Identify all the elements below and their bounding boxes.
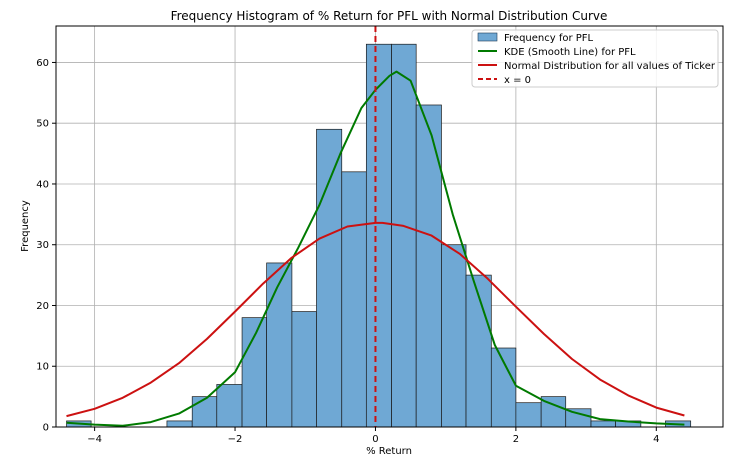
legend-vline-label: x = 0 xyxy=(504,75,531,86)
legend-frame xyxy=(471,29,719,88)
histogram-bar xyxy=(590,420,616,428)
histogram-bars xyxy=(66,43,692,428)
curves xyxy=(66,26,685,427)
legend: Frequency for PFL KDE (Smooth Line) for … xyxy=(471,29,719,88)
x-tick-label: −4 xyxy=(87,434,102,445)
y-tick-label: 10 xyxy=(36,362,49,373)
histogram-bar xyxy=(216,384,243,428)
legend-histogram-swatch xyxy=(477,32,498,42)
x-tick-label: −2 xyxy=(228,434,243,445)
y-tick-label: 30 xyxy=(36,240,49,251)
y-tick-label: 0 xyxy=(43,423,49,434)
y-tick-label: 50 xyxy=(36,119,49,130)
histogram-bar xyxy=(316,128,343,428)
histogram-bar xyxy=(391,43,417,428)
x-tick-label: 0 xyxy=(372,434,378,445)
x-tick-label: 4 xyxy=(653,434,659,445)
chart-title: Frequency Histogram of % Return for PFL … xyxy=(171,9,608,23)
plot-frame xyxy=(55,25,724,428)
legend-histogram-label: Frequency for PFL xyxy=(504,33,594,44)
legend-normal-label: Normal Distribution for all values of Ti… xyxy=(504,61,716,72)
histogram-bar xyxy=(266,262,293,428)
x-tick-label: 2 xyxy=(513,434,519,445)
histogram-bar xyxy=(166,420,193,428)
y-tick-label: 40 xyxy=(36,179,49,190)
histogram-bar xyxy=(515,402,542,428)
y-axis-label: Frequency xyxy=(20,200,31,252)
histogram-bar xyxy=(341,171,367,428)
histogram-bar xyxy=(365,43,392,428)
normal-curve xyxy=(66,221,685,418)
legend-kde-label: KDE (Smooth Line) for PFL xyxy=(504,47,636,58)
kde-curve xyxy=(66,70,685,427)
histogram-bar xyxy=(291,311,317,428)
histogram-bar xyxy=(415,104,442,428)
y-tick-label: 60 xyxy=(36,58,49,69)
x-axis-label: % Return xyxy=(366,446,412,457)
y-tick-label: 20 xyxy=(36,301,49,312)
histogram-bar xyxy=(191,396,218,428)
histogram-bar xyxy=(441,244,467,428)
